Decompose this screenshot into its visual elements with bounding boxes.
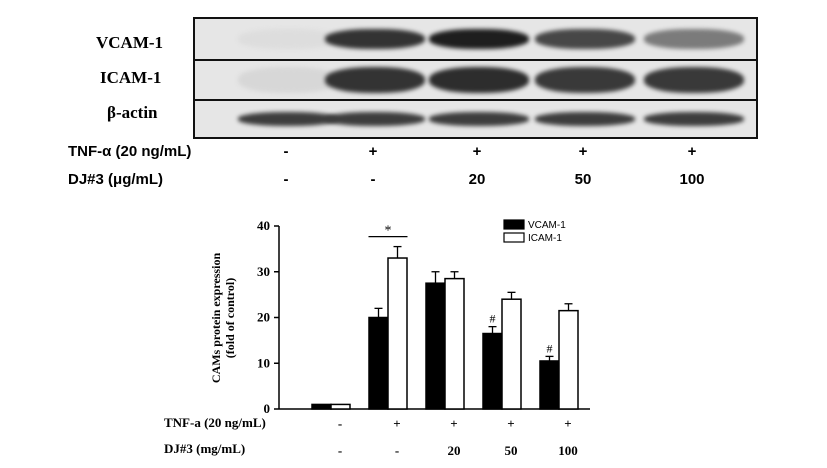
chart-dj-value: 20 (447, 443, 461, 458)
bar-icam-1 (444, 277, 465, 410)
bar-vcam-1 (311, 403, 332, 410)
blot-band (644, 29, 744, 49)
blot-band (429, 112, 529, 126)
blot-panel-actin (193, 99, 758, 139)
blot-band (535, 112, 635, 126)
blot-band (325, 112, 425, 126)
bar-icam-1 (330, 403, 351, 410)
bar-vcam-1 (425, 282, 446, 410)
y-axis-label-line1: CAMs protein expression (209, 253, 223, 384)
blot-tnf-value: + (578, 143, 588, 160)
blot-band (535, 29, 635, 49)
y-tick-label: 40 (257, 218, 270, 233)
blot-band (325, 67, 425, 93)
blot-band (238, 112, 338, 126)
y-tick-label: 10 (257, 355, 270, 370)
legend-label: VCAM-1 (528, 220, 566, 231)
blot-row-label-actin: β-actin (107, 103, 158, 122)
blot-tnf-value: + (368, 143, 378, 160)
chart-tnf-value: + (393, 416, 401, 431)
y-tick-label: 0 (264, 401, 271, 416)
legend-swatch (503, 219, 525, 230)
blot-dj-label: DJ#3 (μg/mL) (68, 171, 164, 188)
blot-dj-value: - (370, 171, 376, 188)
blot-tnf-value: + (687, 143, 697, 160)
bar-icam-1 (387, 257, 408, 410)
bar-vcam-1 (368, 316, 389, 410)
chart-tnf-value: - (337, 416, 343, 431)
chart-dj-value: 50 (504, 443, 518, 458)
significance-mark: # (490, 312, 496, 326)
blot-tnf-value: - (283, 143, 289, 160)
bar-vcam-1 (539, 360, 560, 410)
blot-band (429, 67, 529, 93)
chart-dj-value: - (337, 443, 343, 458)
blot-tnf-value: + (472, 143, 482, 160)
blot-band (644, 112, 744, 126)
blot-band (238, 67, 338, 93)
blot-band (644, 67, 744, 93)
bar-vcam-1 (482, 332, 503, 410)
blot-dj-value: 100 (679, 171, 705, 188)
chart-tnf-value: + (564, 416, 572, 431)
blot-band (325, 29, 425, 49)
blot-dj-value: 50 (574, 171, 592, 188)
chart-dj-value: 100 (558, 443, 578, 458)
chart-tnf-value: + (450, 416, 458, 431)
y-axis-label-line2: (fold of control) (223, 278, 237, 358)
chart-dj-label: DJ#3 (mg/mL) (164, 441, 246, 456)
blot-band (535, 67, 635, 93)
blot-tnf-label: TNF-α (20 ng/mL) (68, 143, 192, 160)
y-tick-label: 20 (257, 310, 270, 325)
blot-row-label-icam: ICAM-1 (100, 68, 162, 87)
significance-mark: # (547, 341, 553, 355)
chart-tnf-label: TNF-a (20 ng/mL) (164, 415, 266, 430)
blot-dj-value: - (283, 171, 289, 188)
y-tick-label: 30 (257, 264, 270, 279)
chart-tnf-value: + (507, 416, 515, 431)
blot-dj-value: 20 (468, 171, 486, 188)
legend-label: ICAM-1 (528, 233, 562, 244)
blot-row-label-vcam: VCAM-1 (96, 33, 164, 52)
legend-swatch (503, 232, 525, 243)
blot-panel-vcam (193, 17, 758, 61)
bar-icam-1 (501, 298, 522, 410)
significance-mark: * (385, 224, 392, 239)
blot-band (238, 29, 338, 49)
blot-band (429, 29, 529, 49)
bar-icam-1 (558, 309, 579, 410)
chart-dj-value: - (394, 443, 400, 458)
